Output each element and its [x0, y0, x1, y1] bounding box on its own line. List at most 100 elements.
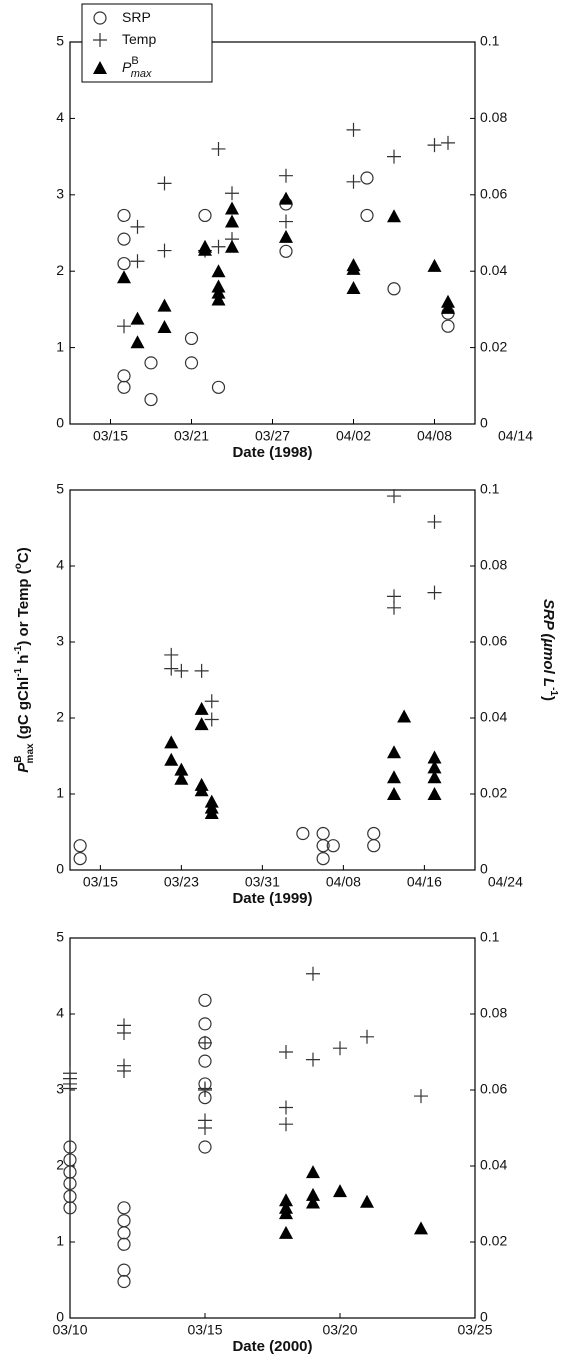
srp-point [279, 244, 293, 258]
y2-tick-label: 0.08 [480, 109, 507, 125]
temp-point [204, 712, 219, 727]
label-part: SRP (µmol L [540, 599, 557, 687]
pmax-point [397, 709, 412, 723]
pmax-point [279, 1206, 293, 1220]
temp-point [306, 1052, 320, 1067]
pmax-point [279, 1193, 293, 1207]
label-part: B [13, 755, 24, 762]
plot-frame [69, 937, 476, 1319]
pmax-point [164, 752, 179, 766]
srp-point [198, 993, 212, 1007]
srp-point [144, 392, 158, 407]
y2-tick-label: 0 [480, 861, 488, 877]
srp-point [367, 826, 381, 841]
x-tick-label: 03/31 [245, 874, 280, 890]
temp-point [117, 1026, 131, 1040]
pmax-point [174, 762, 189, 776]
legend-label: Temp [122, 31, 156, 47]
temp-point [387, 600, 401, 615]
srp-point [326, 839, 340, 853]
pmax-point [427, 258, 442, 272]
label-part: -1 [13, 667, 24, 676]
srp-point [316, 851, 330, 866]
srp-point [316, 826, 330, 841]
x-axis-title: Date (1998) [232, 444, 312, 461]
y2-tick-label: 0.06 [480, 186, 507, 202]
temp-point [130, 254, 145, 269]
temp-point [279, 1100, 293, 1115]
pmax-point [387, 787, 401, 800]
srp-point [117, 1263, 131, 1277]
temp-point [198, 1083, 212, 1097]
label-part: max [25, 743, 36, 763]
legend-text: SRP [122, 9, 151, 25]
temp-point [306, 966, 320, 981]
pmax-point [130, 311, 145, 325]
y-tick-label: 4 [56, 557, 64, 573]
temp-point [387, 489, 401, 504]
pmax-point [306, 1165, 320, 1179]
y2-tick-label: 0 [480, 415, 488, 431]
pmax-point [225, 214, 239, 228]
label-part: h [15, 655, 32, 668]
pmax-point [387, 770, 401, 784]
temp-point [130, 219, 145, 234]
y2-tick-label: 0.06 [480, 1081, 507, 1097]
pmax-point [225, 201, 239, 215]
y-tick-label: 3 [56, 186, 64, 202]
temp-point [117, 319, 131, 334]
x-tick-label: 03/23 [164, 874, 199, 890]
x-tick-label: 03/25 [457, 1322, 492, 1338]
x-tick-label: 04/08 [417, 428, 452, 444]
legend-text: Temp [122, 31, 156, 47]
y-tick-label: 0 [56, 415, 64, 431]
temp-point [198, 1035, 212, 1050]
temp-point [164, 647, 179, 662]
pmax-point [211, 292, 226, 306]
pmax-point [441, 300, 455, 314]
x-tick-label: 03/15 [187, 1322, 222, 1338]
x-tick-label: 04/08 [326, 874, 361, 890]
srp-point [63, 1140, 77, 1154]
legend-sup: B [131, 55, 138, 67]
label-part: -1 [548, 687, 559, 696]
srp-point [73, 839, 87, 853]
plot-frame [69, 41, 476, 425]
pmax-point [279, 229, 293, 243]
srp-point [360, 171, 374, 185]
pmax-point [194, 717, 209, 731]
pmax-point [117, 270, 131, 284]
srp-point [316, 839, 330, 853]
srp-point [117, 256, 131, 271]
temp-point [279, 214, 293, 229]
temp-point [360, 1029, 374, 1044]
temp-point [198, 1121, 212, 1135]
pmax-point [157, 298, 172, 312]
srp-point [198, 1017, 212, 1031]
legend-symbol [93, 11, 107, 25]
temp-point [387, 149, 401, 164]
srp-point [117, 380, 131, 394]
srp-point [63, 1201, 77, 1215]
y-tick-label: 5 [56, 33, 64, 49]
legend-label: PB max [122, 55, 152, 80]
srp-point [73, 851, 87, 866]
x-tick-label: 03/27 [255, 428, 290, 444]
y-tick-label: 3 [56, 1081, 64, 1097]
srp-point [117, 369, 131, 383]
srp-point [117, 232, 131, 246]
label-part: (gC gChl [15, 677, 32, 744]
y-tick-label: 5 [56, 481, 64, 497]
y2-tick-label: 0.08 [480, 557, 507, 573]
x-tick-label: 03/21 [174, 428, 209, 444]
y2-axis-title: SRP (µmol L-1) [540, 599, 559, 701]
y-tick-label: 0 [56, 861, 64, 877]
temp-point [157, 176, 172, 191]
y-tick-label: 2 [56, 1157, 64, 1173]
srp-point [117, 1201, 131, 1215]
pmax-point [164, 735, 179, 749]
y2-tick-label: 0 [480, 1309, 488, 1325]
pmax-point [174, 771, 189, 785]
temp-point [279, 1045, 293, 1059]
